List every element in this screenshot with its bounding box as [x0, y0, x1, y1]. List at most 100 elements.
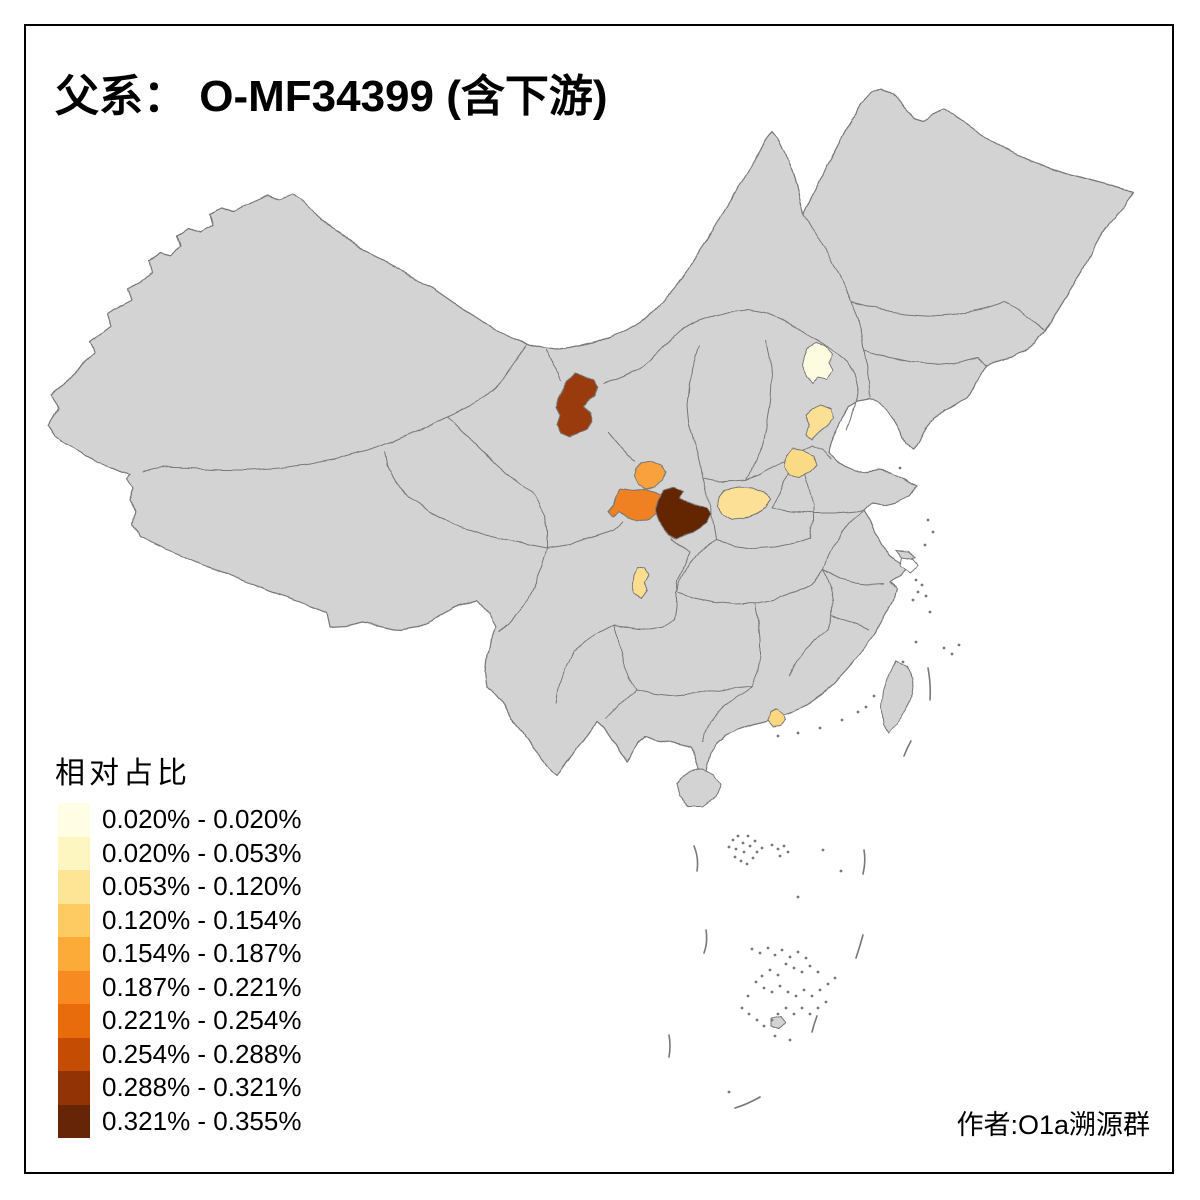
legend-label: 0.053% - 0.120%	[102, 871, 302, 902]
map-region-tianshui-baoji-area	[607, 488, 671, 522]
island-dot	[901, 660, 905, 664]
legend-swatch	[58, 1104, 90, 1138]
map-landmass-group	[47, 87, 1134, 1030]
legend-label: 0.187% - 0.221%	[102, 971, 302, 1002]
island-dot	[776, 973, 780, 977]
chongming-island	[894, 550, 918, 560]
legend-label: 0.120% - 0.154%	[102, 904, 302, 935]
island-dot	[750, 947, 754, 951]
hainan-island	[675, 768, 721, 807]
island-dot	[818, 988, 822, 992]
island-dot	[816, 970, 820, 974]
island-dot	[786, 990, 790, 994]
island-dot	[856, 710, 860, 714]
legend-item: 0.288% - 0.321%	[58, 1071, 301, 1105]
island-dot	[778, 854, 782, 858]
island-dot	[745, 862, 749, 866]
island-dot	[920, 583, 924, 587]
legend-item: 0.221% - 0.254%	[58, 1004, 301, 1038]
island-dot	[800, 1006, 804, 1010]
island-dot	[766, 946, 770, 950]
island-dot	[821, 848, 825, 852]
map-region-sichuan-north-area	[631, 565, 650, 599]
island-dot	[826, 982, 830, 986]
island-dot	[931, 530, 935, 534]
island-dot	[734, 847, 738, 851]
page-title: 父系： O-MF34399 (含下游)	[55, 72, 608, 121]
shanghai-area	[899, 556, 920, 574]
legend-swatch	[58, 937, 90, 971]
legend-label: 0.321% - 0.355%	[102, 1105, 302, 1136]
island-dot	[796, 895, 800, 899]
legend-swatch	[58, 1037, 90, 1071]
island-dot	[872, 694, 876, 698]
legend-item: 0.053% - 0.120%	[58, 870, 301, 904]
island-dot	[739, 859, 743, 863]
map-region-gansu-east-area	[633, 460, 667, 490]
island-dot	[747, 1012, 751, 1016]
legend-items: 0.020% - 0.020% 0.020% - 0.053% 0.053% - 0…	[58, 803, 301, 1138]
island-dot	[796, 950, 800, 954]
island-dot	[736, 834, 740, 838]
island-dot	[748, 844, 752, 848]
legend-swatch	[58, 803, 90, 837]
island-dot	[770, 990, 774, 994]
island-dot	[788, 955, 792, 959]
island-dot	[758, 951, 762, 955]
island-dot	[754, 980, 758, 984]
map-region-ningxia-area	[555, 372, 600, 438]
island-dot	[762, 1024, 766, 1028]
island-dot	[898, 466, 902, 470]
island-dot	[731, 838, 735, 842]
province-borders	[142, 214, 1045, 742]
legend-item: 0.154% - 0.187%	[58, 937, 301, 971]
legend-label: 0.221% - 0.254%	[102, 1005, 302, 1036]
island-dot	[802, 988, 806, 992]
island-dot	[760, 974, 764, 978]
sea-island-dots	[727, 466, 961, 1094]
island-dot	[776, 1012, 780, 1016]
island-dot	[839, 869, 843, 873]
map-region-henan-nanyang-area	[716, 486, 771, 521]
island-dot	[753, 839, 757, 843]
island-dot	[914, 640, 918, 644]
island-dot	[770, 843, 774, 847]
island-dot	[833, 976, 837, 980]
island-dot	[746, 834, 750, 838]
legend-item: 0.020% - 0.020%	[58, 803, 301, 837]
island-dot	[864, 705, 868, 709]
legend-swatch	[58, 1071, 90, 1105]
island-dot	[911, 598, 915, 602]
legend-item: 0.254% - 0.288%	[58, 1037, 302, 1071]
island-dot	[742, 850, 746, 854]
island-dot	[780, 948, 784, 952]
figure-border	[24, 24, 1174, 1174]
island-dot	[760, 846, 764, 850]
island-dot	[928, 610, 932, 614]
legend-title: 相对占比	[55, 757, 191, 790]
legend-item: 0.120% - 0.154%	[58, 903, 302, 937]
island-dot	[740, 1006, 744, 1010]
island-dot	[808, 964, 812, 968]
island-dot	[746, 994, 750, 998]
island-dot	[755, 850, 759, 854]
legend-item: 0.187% - 0.221%	[58, 970, 302, 1004]
island-dot	[792, 1012, 796, 1016]
island-dot	[950, 652, 954, 656]
island-dot	[808, 1012, 812, 1016]
island-dot	[794, 994, 798, 998]
island-dot	[924, 594, 928, 598]
island-dot	[923, 543, 927, 547]
taiwan-island	[880, 660, 915, 734]
island-dot	[840, 718, 844, 722]
legend-swatch	[58, 836, 90, 870]
spratly-islet	[770, 1015, 787, 1030]
legend-swatch	[58, 1004, 90, 1038]
island-dot	[914, 578, 918, 582]
island-dot	[818, 726, 822, 730]
legend-label: 0.254% - 0.288%	[102, 1038, 302, 1069]
island-dot	[755, 1018, 759, 1022]
map-region-shaanxi-south-area	[654, 486, 713, 540]
